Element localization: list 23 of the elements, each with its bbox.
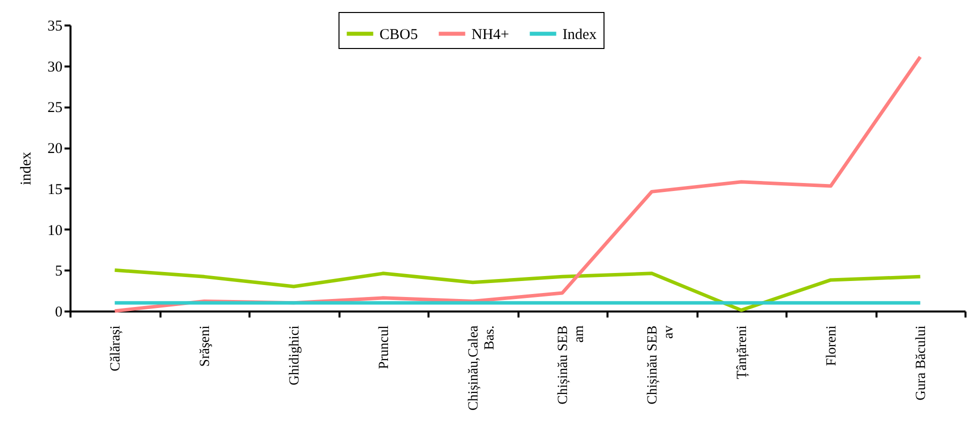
x-tick-label: Pruncul bbox=[376, 325, 392, 370]
x-tick-label: Chișinău SEB am bbox=[556, 325, 587, 404]
legend-label: CBO5 bbox=[380, 26, 418, 43]
x-tick-label: Țânțăreni bbox=[734, 325, 750, 380]
line-series bbox=[113, 268, 922, 312]
y-tick-label: 5 bbox=[55, 264, 62, 280]
y-axis-title: index bbox=[18, 151, 34, 186]
legend-label: Index bbox=[562, 26, 598, 43]
x-tick-label: Floreni bbox=[824, 325, 840, 366]
y-tick-label: 0 bbox=[55, 304, 62, 320]
y-tick-label: 10 bbox=[48, 222, 62, 239]
y-tick-label: 25 bbox=[48, 100, 62, 116]
y-tick-label: 30 bbox=[48, 59, 62, 76]
y-tick-label: 20 bbox=[48, 141, 62, 158]
y-tick-label: 35 bbox=[48, 18, 62, 34]
x-tick-label: Gura Băcului bbox=[914, 325, 929, 401]
x-tick-label: Chișinău SEB av bbox=[645, 326, 676, 404]
x-tick-label: Chișinău,Calea Bas. bbox=[466, 324, 498, 411]
x-tick-label: Călărași bbox=[108, 325, 124, 372]
legend-label: NH4+ bbox=[472, 26, 510, 43]
x-tick-label: Ghidighici bbox=[287, 325, 302, 386]
x-tick-label: Srăşeni bbox=[198, 325, 213, 367]
y-tick-label: 15 bbox=[48, 182, 62, 198]
